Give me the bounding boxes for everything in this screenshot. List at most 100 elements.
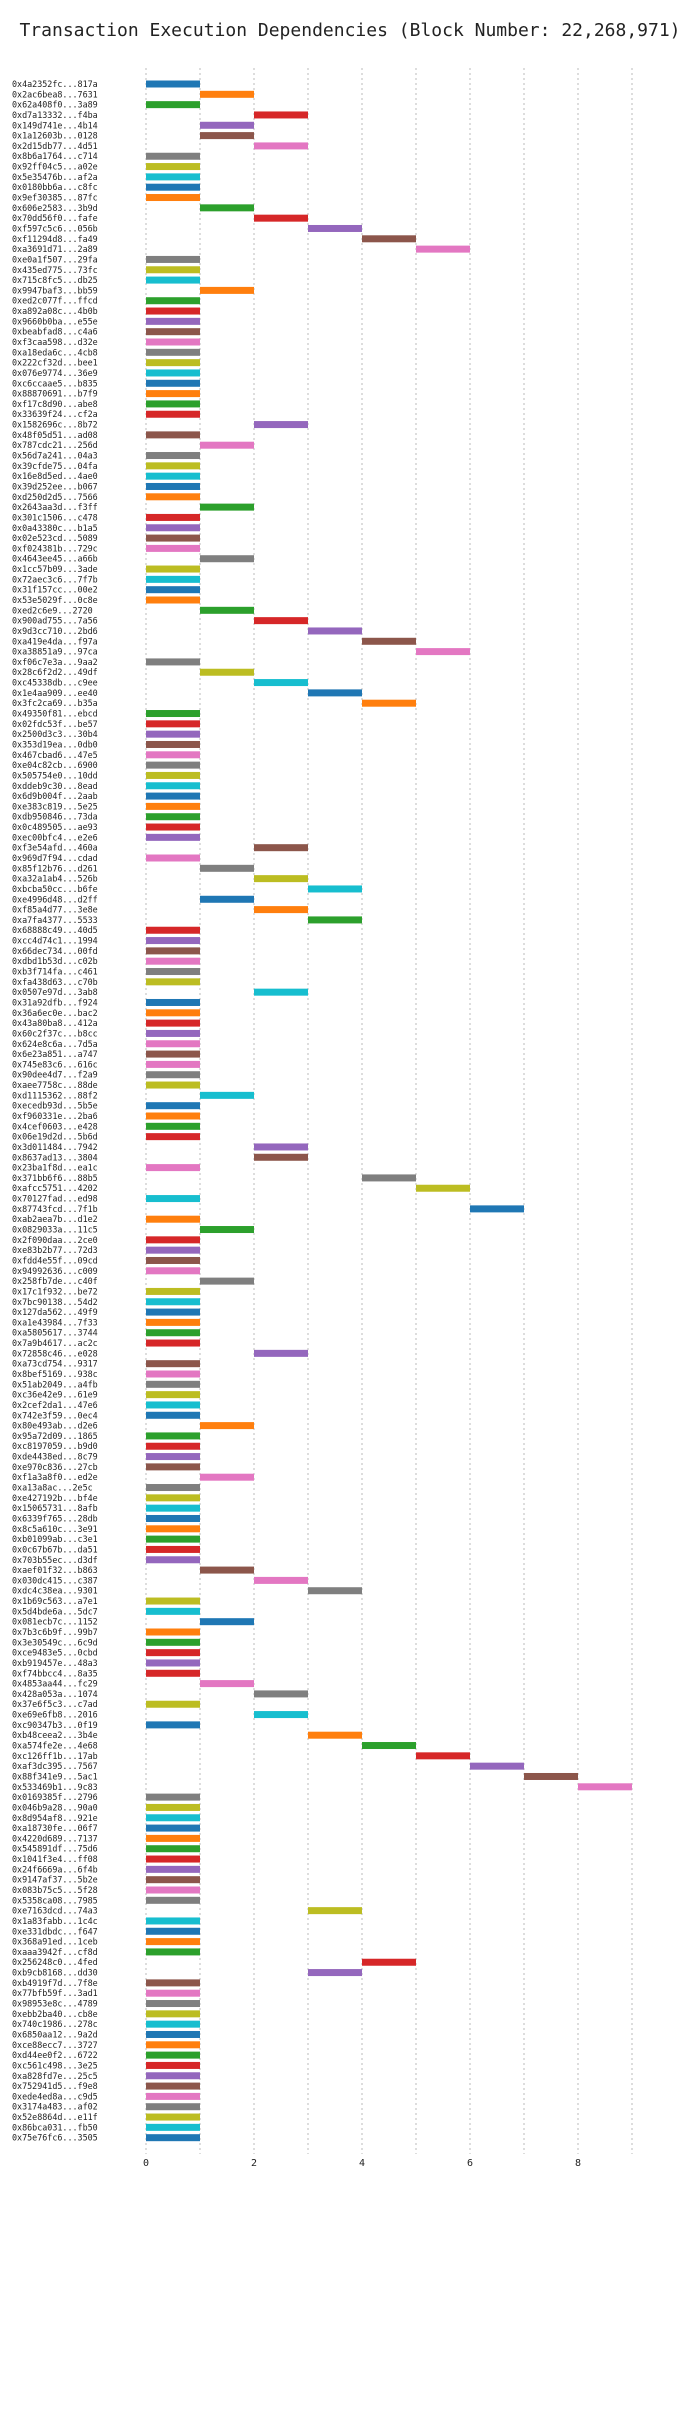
- chart-title: Transaction Execution Dependencies (Bloc…: [19, 20, 681, 41]
- tx-label: 0xa18eda6c...4cb8: [12, 347, 98, 357]
- tx-label: 0x2643aa3d...f3ff: [12, 502, 98, 512]
- tx-label: 0x1cc57b09...3ade: [12, 564, 98, 574]
- tx-label: 0x3fc2ca69...b35a: [12, 698, 98, 708]
- tx-label: 0x88f341e9...5ac1: [12, 1771, 98, 1781]
- tx-label: 0x2cef2da1...47e6: [12, 1400, 98, 1410]
- bar: [146, 1432, 200, 1440]
- bar: [146, 751, 200, 759]
- bar: [146, 1133, 200, 1141]
- bar: [146, 431, 200, 439]
- tx-label: 0xce88ecc7...3727: [12, 2040, 98, 2050]
- tx-label: 0xe69e6fb8...2016: [12, 1710, 98, 1720]
- tx-label: 0x505754e0...10dd: [12, 770, 98, 780]
- bar: [362, 1958, 416, 1966]
- tx-label: 0xafcc5751...4202: [12, 1183, 98, 1193]
- bar: [308, 689, 362, 697]
- tx-label: 0x4cef0603...e428: [12, 1121, 98, 1131]
- bar: [146, 2092, 200, 2100]
- tx-label: 0x8d954af8...921e: [12, 1813, 98, 1823]
- tx-label: 0x49350f81...ebcd: [12, 709, 98, 719]
- tx-label: 0x533469b1...9c83: [12, 1782, 98, 1792]
- tx-label: 0x371bb6f6...88b5: [12, 1173, 98, 1183]
- tx-label: 0x2d15db77...4d51: [12, 141, 98, 151]
- tx-label: 0xa18730fe...06f7: [12, 1823, 98, 1833]
- tx-label: 0x66dec734...00fd: [12, 946, 98, 956]
- bar: [146, 1370, 200, 1378]
- bar: [146, 1411, 200, 1419]
- tx-label: 0xb4919f7d...7f8e: [12, 1978, 98, 1988]
- bar: [146, 1287, 200, 1295]
- bar: [200, 1680, 254, 1688]
- tx-label: 0x9d3cc710...2bd6: [12, 626, 98, 636]
- bar: [146, 194, 200, 202]
- bar: [362, 1174, 416, 1182]
- tx-label: 0xfa438d63...c70b: [12, 977, 98, 987]
- tx-label: 0x606e2583...3b9d: [12, 203, 98, 213]
- tx-label: 0x083b75c5...5f28: [12, 1885, 98, 1895]
- tx-label: 0xcc4d74c1...1994: [12, 936, 98, 946]
- bar: [146, 255, 200, 263]
- tx-label: 0xa3691d71...2a89: [12, 244, 98, 254]
- bar: [146, 482, 200, 490]
- tx-label: 0xb01099ab...c3e1: [12, 1534, 98, 1544]
- tx-label: 0x745e83c6...616c: [12, 1059, 98, 1069]
- tx-label: 0x72aec3c6...7f7b: [12, 574, 98, 584]
- bar: [146, 400, 200, 408]
- tx-label: 0xf06c7e3a...9aa2: [12, 657, 98, 667]
- tx-label: 0x0180bb6a...c8fc: [12, 182, 98, 192]
- bar: [254, 142, 308, 150]
- tx-label: 0x94992636...c009: [12, 1266, 98, 1276]
- bar: [146, 1442, 200, 1450]
- bar: [308, 916, 362, 924]
- tx-label: 0x0a43380c...b1a5: [12, 523, 98, 533]
- bar: [146, 1628, 200, 1636]
- tx-label: 0x02fdc53f...be57: [12, 719, 98, 729]
- bar: [146, 1917, 200, 1925]
- bar: [146, 1545, 200, 1553]
- bar: [254, 617, 308, 625]
- bar: [146, 998, 200, 1006]
- tx-label: 0x87743fcd...7f1b: [12, 1204, 98, 1214]
- tx-label: 0xd44ee0f2...6722: [12, 2050, 98, 2060]
- bar: [146, 1525, 200, 1533]
- tx-label: 0x48f05d51...ad08: [12, 430, 98, 440]
- tx-label: 0x4853aa44...fc29: [12, 1679, 98, 1689]
- bar: [146, 276, 200, 284]
- tx-label: 0x0507e97d...3ab8: [12, 987, 98, 997]
- tx-label: 0x6d9b004f...2aab: [12, 791, 98, 801]
- tx-label: 0xbeabfad8...c4a6: [12, 327, 98, 337]
- bar: [146, 493, 200, 501]
- tx-label: 0x742e3f59...0ec4: [12, 1410, 98, 1420]
- tx-label: 0x31a92dfb...f924: [12, 997, 98, 1007]
- tx-label: 0xf74bbcc4...8a35: [12, 1668, 98, 1678]
- tx-label: 0x53e5029f...0c8e: [12, 595, 98, 605]
- bar: [146, 1081, 200, 1089]
- bar: [200, 668, 254, 676]
- bar: [200, 1618, 254, 1626]
- bar: [416, 1752, 470, 1760]
- bar: [254, 844, 308, 852]
- bar: [200, 606, 254, 614]
- bar: [470, 1205, 524, 1213]
- tx-label: 0xf3caa598...d32e: [12, 337, 98, 347]
- tx-label: 0x900ad755...7a56: [12, 616, 98, 626]
- tx-label: 0xecedb93d...5b5e: [12, 1101, 98, 1111]
- tx-label: 0x1582696c...8b72: [12, 420, 98, 430]
- tx-label: 0x28c6f2d2...49df: [12, 667, 98, 677]
- bar: [146, 1659, 200, 1667]
- bar: [200, 132, 254, 140]
- tx-label: 0x95a72d09...1865: [12, 1431, 98, 1441]
- tx-label: 0xe83b2b77...72d3: [12, 1245, 98, 1255]
- bar: [146, 2010, 200, 2018]
- tx-label: 0x70127fad...ed98: [12, 1194, 98, 1204]
- bar: [146, 720, 200, 728]
- bar: [200, 1277, 254, 1285]
- bar: [416, 648, 470, 656]
- tx-label: 0x52e8864d...e11f: [12, 2112, 98, 2122]
- bar: [146, 317, 200, 325]
- tx-label: 0xb919457e...48a3: [12, 1658, 98, 1668]
- bar: [254, 1576, 308, 1584]
- tx-label: 0xe0a1f507...29fa: [12, 254, 98, 264]
- bar: [146, 183, 200, 191]
- bar: [146, 771, 200, 779]
